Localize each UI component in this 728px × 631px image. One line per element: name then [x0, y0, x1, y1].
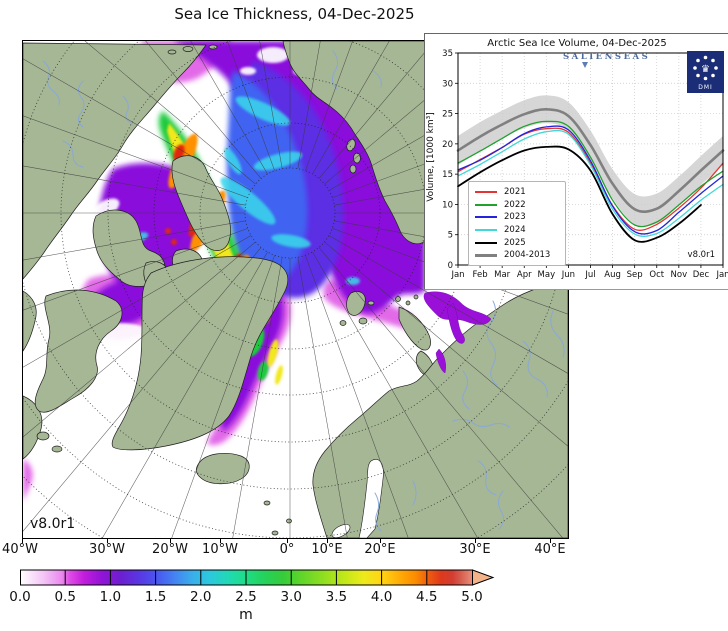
longitude-tick: [22, 538, 23, 543]
legend-line-swatch: [475, 253, 497, 257]
legend-line-swatch: [475, 241, 497, 244]
land-novaya-zemlya: [398, 306, 431, 351]
longitude-tick-label: 10°E: [311, 542, 343, 557]
svg-text:Apr: Apr: [517, 270, 532, 280]
svg-text:15: 15: [442, 170, 453, 180]
longitude-tick: [380, 538, 381, 543]
legend-item: 2004-2013: [475, 249, 559, 262]
colorbar-tick-label: 2.5: [235, 589, 257, 605]
svg-text:Jan: Jan: [450, 270, 464, 280]
svg-text:5: 5: [448, 231, 453, 241]
colorbar-unit-label: m: [239, 607, 253, 623]
svg-text:Jan: Jan: [715, 270, 728, 280]
legend-label: 2022: [504, 199, 526, 210]
landmasses: [23, 41, 568, 538]
colorbar-tick-label: 3.5: [325, 589, 348, 605]
legend-line-swatch: [475, 229, 497, 232]
svg-text:Feb: Feb: [473, 270, 488, 280]
svg-text:May: May: [538, 270, 556, 280]
volume-chart: Jan Feb Mar Apr May Jun Jul Aug Sep Oct Nov Dec Jan0…: [442, 49, 728, 280]
svg-text:Nov: Nov: [671, 270, 688, 280]
longitude-tick: [327, 538, 328, 543]
legend-label: 2021: [504, 187, 526, 198]
dmi-logo: ♛ DMI: [687, 51, 724, 93]
longitude-tick-label: 40°E: [534, 542, 566, 557]
svg-text:0: 0: [448, 261, 453, 271]
longitude-tick: [550, 538, 551, 543]
land-iceland: [195, 453, 250, 485]
legend-label: 2024: [504, 225, 526, 236]
inset-version-label: v8.0r1: [687, 250, 715, 260]
longitude-tick-label: 20°E: [364, 542, 396, 557]
legend-item: 2025: [475, 236, 559, 249]
svg-text:30: 30: [442, 79, 453, 89]
colorbar-tick-label: 1.5: [144, 589, 167, 605]
longitude-tick-label: 30°E: [459, 542, 491, 557]
chart-legend: 2021 2022 2023 2024 2025 2004-2013: [468, 181, 566, 266]
colorbar-tick-label: 3.0: [280, 589, 302, 605]
land-canada: [23, 42, 207, 280]
svg-text:Jul: Jul: [584, 270, 595, 280]
land-greenland: [111, 256, 289, 451]
land-siberia: [282, 41, 426, 245]
inset-ylabel: Volume, [1000 km³]: [426, 112, 436, 202]
legend-item: 2021: [475, 186, 559, 199]
legend-line-swatch: [475, 216, 497, 219]
legend-item: 2022: [475, 199, 559, 212]
svg-text:Aug: Aug: [604, 270, 621, 280]
svg-text:Mar: Mar: [494, 270, 511, 280]
longitude-tick-label: 20°W: [152, 542, 188, 557]
land-ellesmere: [171, 155, 231, 251]
longitude-tick-label: 40°W: [2, 542, 38, 557]
map-version-label: v8.0r1: [30, 516, 76, 532]
longitude-tick: [475, 538, 476, 543]
svg-text:25: 25: [442, 110, 453, 120]
legend-item: 2024: [475, 224, 559, 237]
colorbar-tick-label: 4.5: [416, 589, 438, 605]
salienseas-logo: SALIENSEAS: [563, 52, 651, 62]
legend-line-swatch: [475, 191, 497, 194]
sea-ice-volume-inset[interactable]: Arctic Sea Ice Volume, 04-Dec-2025 Volum…: [424, 33, 728, 290]
inset-title: Arctic Sea Ice Volume, 04-Dec-2025: [487, 38, 667, 49]
longitude-tick: [170, 538, 171, 543]
svg-text:Dec: Dec: [693, 270, 710, 280]
thickness-colorbar[interactable]: 0.0 0.5 1.0 1.5 2.0 2.5 3.0 3.5 4.0 4.5 5.0 m: [9, 569, 520, 629]
legend-label: 2004-2013: [504, 250, 551, 261]
legend-item: 2023: [475, 211, 559, 224]
rivers: [42, 50, 565, 532]
dmi-dots-icon: [693, 55, 718, 81]
longitude-tick: [287, 538, 288, 543]
longitude-tick: [220, 538, 221, 543]
longitude-tick-label: 10°W: [202, 542, 238, 557]
page-title: Sea Ice Thickness, 04-Dec-2025: [174, 5, 415, 23]
longitude-tick-label: 0°: [279, 542, 295, 557]
legend-line-swatch: [475, 203, 497, 206]
svg-text:Sep: Sep: [627, 270, 643, 280]
land-baffin: [34, 289, 123, 413]
svg-text:20: 20: [442, 140, 453, 150]
legend-label: 2025: [504, 237, 526, 248]
colorbar-tick-label: 2.0: [190, 589, 212, 605]
svg-text:10: 10: [442, 200, 453, 210]
sail-icon: [582, 62, 588, 68]
svg-text:35: 35: [442, 49, 453, 59]
colorbar-tick-label: 1.0: [99, 589, 122, 605]
colorbar-tick-label: 5.0: [461, 589, 483, 605]
svg-text:Oct: Oct: [649, 270, 664, 280]
longitude-tick: [107, 538, 108, 543]
legend-label: 2023: [504, 212, 526, 223]
colorbar-tick-label: 4.0: [370, 589, 393, 605]
colorbar-tick-label: 0.5: [54, 589, 76, 605]
longitude-axis: 40°W 30°W 20°W 10°W 0° 10°E 20°E 30°E 40°E: [0, 538, 728, 562]
colorbar-tick-label: 0.0: [9, 589, 31, 605]
longitude-tick-label: 30°W: [89, 542, 125, 557]
crown-icon: ♛: [701, 64, 710, 75]
svg-text:Jun: Jun: [561, 270, 575, 280]
